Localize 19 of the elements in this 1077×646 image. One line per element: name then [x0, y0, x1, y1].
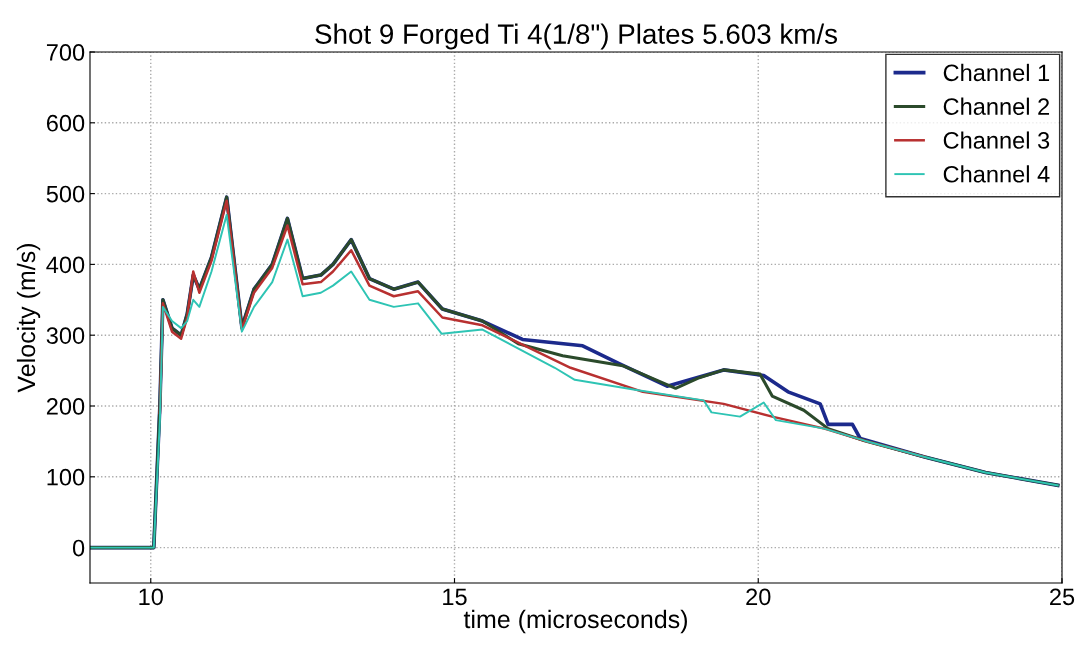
y-tick-label: 600 [46, 114, 85, 132]
y-tick-label: 300 [46, 327, 85, 344]
y-axis-title: Velocity (m/s) [16, 244, 41, 393]
x-tick-label: 15 [443, 588, 467, 606]
legend-label: Channel 2 [943, 97, 1050, 115]
legend-label: Channel 3 [943, 131, 1050, 149]
x-tick-label: 20 [746, 588, 771, 606]
x-tick-label: 25 [1050, 588, 1075, 606]
y-tick-label: 100 [47, 468, 85, 486]
y-tick-label: 500 [46, 185, 85, 203]
y-tick-label: 0 [72, 539, 85, 557]
x-axis-title: time (microseconds) [463, 609, 687, 634]
chart-title: Shot 9 Forged Ti 4(1/8") Plates 5.603 km/s [315, 23, 838, 50]
legend-label: Channel 1 [943, 63, 1050, 82]
x-tick-label: 10 [139, 588, 163, 606]
y-tick-label: 400 [46, 256, 85, 274]
y-tick-label: 200 [46, 398, 85, 415]
y-tick-label: 700 [46, 44, 85, 61]
legend-label: Channel 4 [943, 165, 1050, 183]
